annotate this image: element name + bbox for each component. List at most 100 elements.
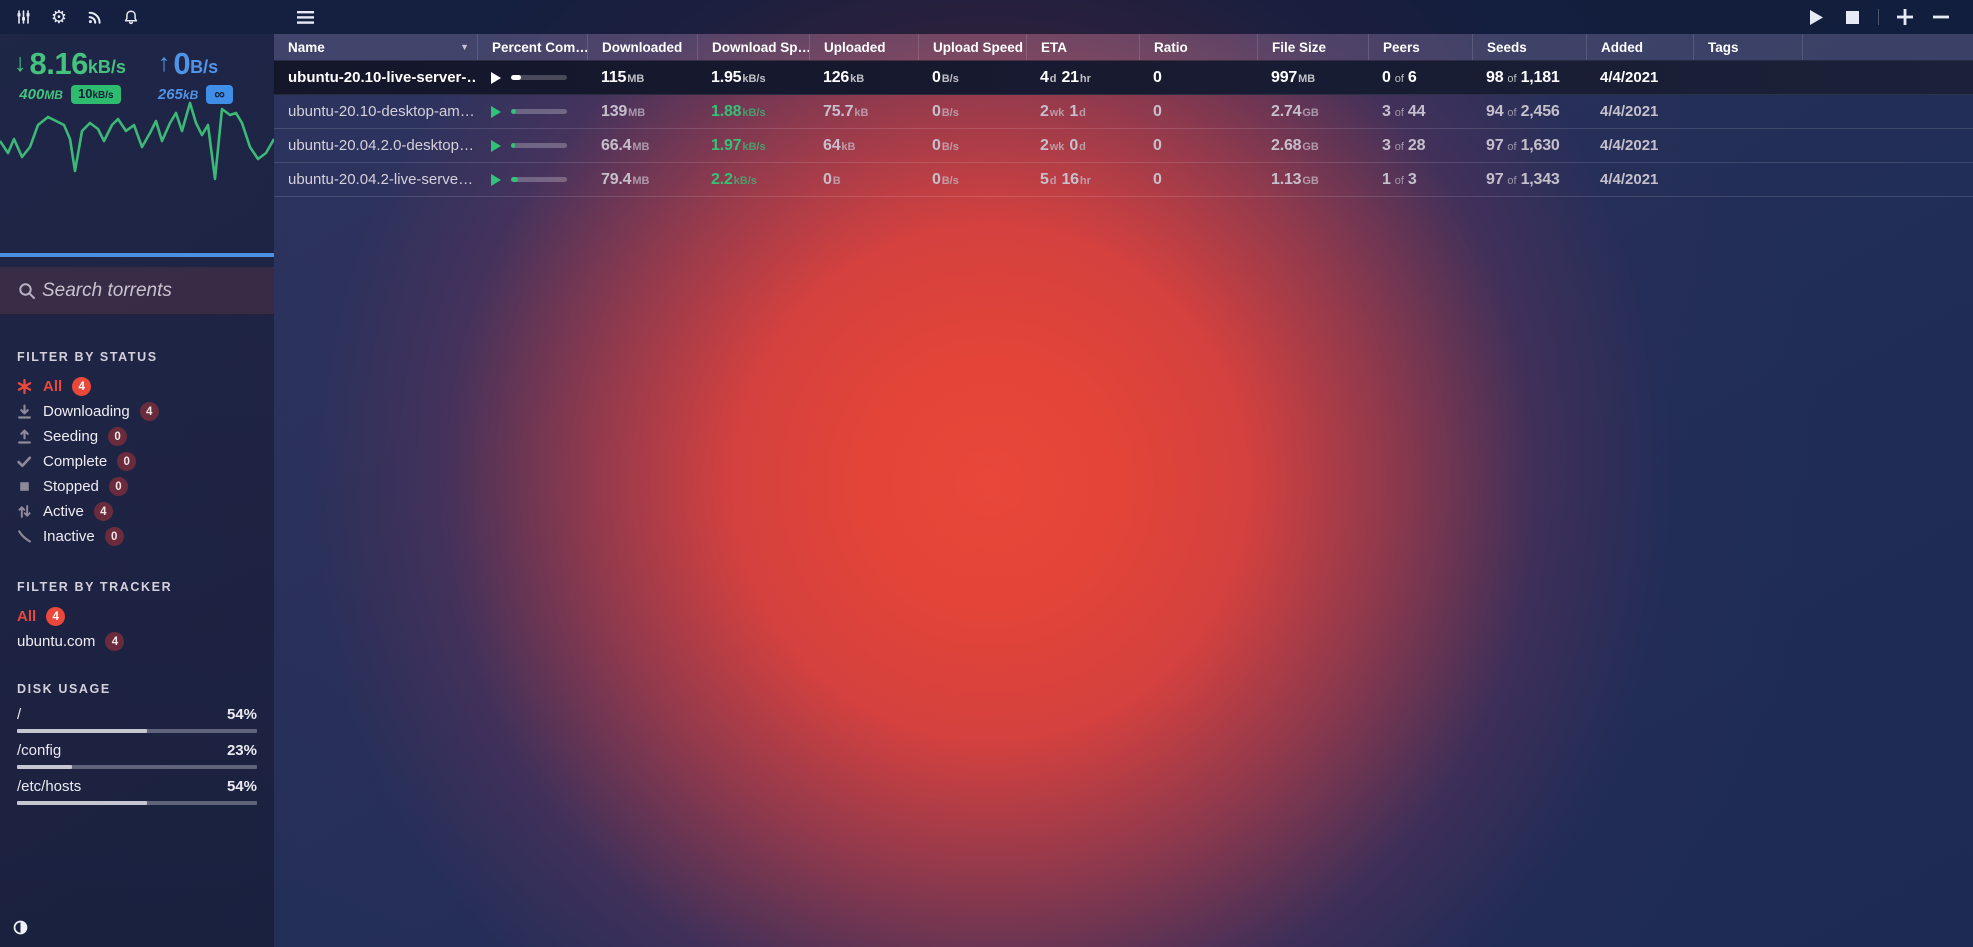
upload-speed-cell: 0 B/s — [932, 170, 959, 188]
torrent-name: ubuntu-20.04.2-live-serve… — [288, 171, 474, 188]
peers-cell: 0 of 6 — [1382, 68, 1417, 86]
disk-path: / — [17, 706, 22, 723]
peers-cell: 3 of 44 — [1382, 102, 1426, 120]
play-icon[interactable] — [491, 105, 502, 118]
notifications-bell-icon[interactable] — [113, 0, 149, 34]
progress-bar — [511, 177, 567, 182]
column-header[interactable]: ▼ — [1802, 34, 1973, 60]
added-cell: 4/4/2021 — [1600, 137, 1659, 154]
disk-usage-row: /config 23% — [17, 742, 257, 769]
play-icon[interactable] — [491, 139, 502, 152]
play-icon[interactable] — [491, 173, 502, 186]
stop-square-icon — [17, 479, 32, 494]
count-badge: 4 — [139, 402, 159, 421]
download-speed-cell: 1.88 kB/s — [711, 102, 766, 120]
status-filter-stopped[interactable]: Stopped 0 — [17, 474, 257, 499]
torrent-row[interactable]: ubuntu-20.04.2.0-desktop… 66.4 MB 1.97 kB/… — [274, 129, 1973, 163]
upload-limit-badge[interactable]: ∞ — [206, 85, 233, 105]
column-header[interactable]: Download Sp… ▼ — [697, 34, 809, 60]
added-cell: 4/4/2021 — [1600, 69, 1659, 86]
status-filter-downloading[interactable]: Downloading 4 — [17, 399, 257, 424]
eta-cell: 2 wk 1 d — [1040, 102, 1086, 120]
upload-speed-cell: 0 B/s — [932, 136, 959, 154]
disk-path: /config — [17, 742, 62, 759]
column-header[interactable]: Added ▼ — [1586, 34, 1693, 60]
count-badge: 4 — [72, 377, 92, 396]
tags-cell — [1693, 163, 1802, 196]
uploaded-cell: 64 kB — [823, 136, 856, 154]
navbar-sidebar-zone: ⚙ — [0, 0, 274, 34]
filler-cell — [1802, 163, 1973, 196]
seeds-cell: 97 of 1,630 — [1486, 136, 1560, 154]
status-filter-all[interactable]: All 4 — [17, 374, 257, 399]
torrent-row[interactable]: ubuntu-20.10-desktop-am… 139 MB 1.88 kB/s … — [274, 95, 1973, 129]
torrent-row[interactable]: ubuntu-20.10-live-server-… 115 MB 1.95 kB/… — [274, 61, 1973, 95]
tracker-filter-all[interactable]: All 4 — [17, 604, 257, 629]
adjust-sliders-icon[interactable] — [5, 0, 41, 34]
inactive-slash-icon — [17, 529, 32, 544]
progress-bar — [511, 143, 567, 148]
upload-rate-unit: B/s — [190, 57, 219, 77]
percent-complete-cell — [477, 129, 587, 162]
play-icon[interactable] — [491, 71, 502, 84]
download-limit-badge[interactable]: 10kB/s — [70, 85, 121, 104]
start-torrents-button[interactable] — [1798, 0, 1834, 34]
progress-bar — [511, 109, 567, 114]
navbar-actions — [1798, 0, 1973, 34]
remove-torrent-button[interactable] — [1923, 0, 1959, 34]
rss-feed-icon[interactable] — [77, 0, 113, 34]
download-rate: 8.16 — [29, 46, 89, 81]
status-filter-active[interactable]: Active 4 — [17, 499, 257, 524]
menu-icon[interactable] — [287, 0, 323, 34]
count-badge: 0 — [117, 452, 137, 471]
theme-toggle-icon[interactable] — [13, 920, 28, 935]
settings-gear-icon[interactable]: ⚙ — [50, 7, 68, 27]
count-badge: 0 — [108, 477, 128, 496]
status-filter-complete[interactable]: Complete 0 — [17, 449, 257, 474]
search-input[interactable] — [40, 278, 289, 303]
status-filter-inactive[interactable]: Inactive 0 — [17, 524, 257, 549]
download-speed-cell: 1.95 kB/s — [711, 68, 766, 86]
upload-arrow-icon: ↑ — [157, 49, 171, 77]
status-filter-seeding[interactable]: Seeding 0 — [17, 424, 257, 449]
check-icon — [17, 454, 32, 469]
stop-torrents-button[interactable] — [1834, 0, 1870, 34]
upload-speed-cell: 0 B/s — [932, 102, 959, 120]
column-header[interactable]: Seeds ▼ — [1472, 34, 1586, 60]
add-torrent-button[interactable] — [1887, 0, 1923, 34]
disk-percent: 54% — [226, 778, 257, 795]
downloaded-cell: 79.4 MB — [601, 170, 650, 188]
top-navbar: ⚙ — [0, 0, 1973, 34]
disk-usage-bar — [17, 729, 257, 733]
sort-desc-icon: ▼ — [460, 42, 469, 52]
column-header[interactable]: Tags ▼ — [1693, 34, 1802, 60]
disk-usage-title: DISK USAGE — [17, 682, 111, 696]
downloaded-cell: 66.4 MB — [601, 136, 650, 154]
column-header[interactable]: Upload Speed ▼ — [918, 34, 1026, 60]
filter-tracker-list: All 4 ubuntu.com 4 — [17, 604, 257, 654]
tracker-filter-ubuntu[interactable]: ubuntu.com 4 — [17, 629, 257, 654]
seeds-cell: 97 of 1,343 — [1486, 170, 1560, 188]
percent-complete-cell — [477, 61, 587, 94]
transfer-speeds: ↓ 8.16 kB/s 400MB 10kB/s ↑ 0 B/s 265kB ∞ — [14, 46, 233, 105]
column-header[interactable]: Ratio ▼ — [1139, 34, 1257, 60]
column-header[interactable]: Peers ▼ — [1368, 34, 1472, 60]
table-header: Name ▼ Percent Com… ▼ Downloaded ▼ Downl… — [274, 34, 1973, 61]
file-size-cell: 2.74 GB — [1271, 102, 1319, 120]
column-header[interactable]: Percent Com… ▼ — [477, 34, 587, 60]
downloaded-cell: 115 MB — [601, 68, 645, 86]
torrent-row[interactable]: ubuntu-20.04.2-live-serve… 79.4 MB 2.2 kB/… — [274, 163, 1973, 197]
disk-path: /etc/hosts — [17, 778, 82, 795]
torrent-name: ubuntu-20.10-desktop-am… — [288, 103, 475, 120]
download-speed-cell: 2.2 kB/s — [711, 170, 757, 188]
column-header[interactable]: Downloaded ▼ — [587, 34, 697, 60]
column-header[interactable]: File Size ▼ — [1257, 34, 1368, 60]
column-header[interactable]: Name ▼ — [288, 39, 469, 55]
column-header[interactable]: Uploaded ▼ — [809, 34, 918, 60]
disk-usage-list: / 54% /config 23% /etc/hosts 54% — [17, 706, 257, 805]
download-total: 400MB — [19, 85, 63, 103]
upload-icon — [17, 429, 32, 444]
column-header[interactable]: ETA ▼ — [1026, 34, 1139, 60]
tags-cell — [1693, 61, 1802, 94]
count-badge: 4 — [93, 502, 113, 521]
